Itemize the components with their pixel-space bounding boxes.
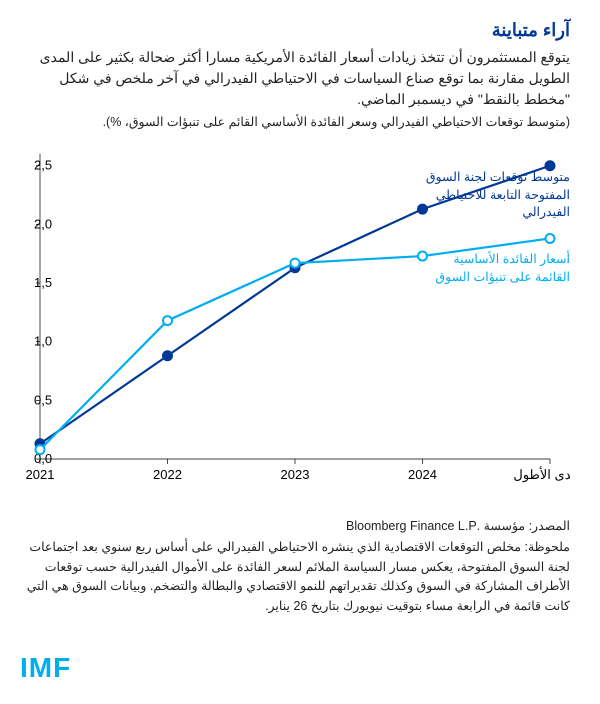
series-marker-market_implied	[291, 259, 300, 268]
series-marker-market_implied	[163, 316, 172, 325]
footer-note: ملحوظة: مخلص التوقعات الاقتصادية الذي ين…	[10, 538, 570, 616]
imf-logo: IMF	[20, 652, 71, 684]
chart-note: (متوسط توقعات الاحتياطي الفيدرالي وسعر ا…	[10, 114, 570, 129]
chart-area: 0,00,51,01,52,02,52021202220232024المدى …	[10, 139, 570, 499]
y-tick-label: 2,5	[34, 158, 52, 173]
series-marker-market_implied	[546, 234, 555, 243]
series-marker-market_implied	[36, 445, 45, 454]
series-marker-fomc_median	[163, 351, 172, 360]
y-tick-label: 1,5	[34, 275, 52, 290]
x-tick-label: 2023	[281, 467, 310, 482]
chart-title: آراء متباينة	[10, 20, 570, 41]
y-tick-label: 0,5	[34, 392, 52, 407]
x-tick-label: 2022	[153, 467, 182, 482]
x-tick-label: 2021	[26, 467, 55, 482]
x-tick-label: 2024	[408, 467, 437, 482]
chart-footer: المصدر: مؤسسة .Bloomberg Finance L.P ملح…	[10, 517, 570, 616]
x-tick-label: المدى الأطول	[513, 466, 570, 483]
chart-subtitle: يتوقع المستثمرون أن تتخذ زيادات أسعار ال…	[10, 47, 570, 110]
series-label-market_implied: أسعار الفائدة الأساسية القائمة على تنبؤا…	[420, 251, 570, 286]
y-tick-label: 2,0	[34, 216, 52, 231]
series-label-fomc_median: متوسط توقعات لجنة السوق المفتوحة التابعة…	[420, 169, 570, 222]
source-line: المصدر: مؤسسة .Bloomberg Finance L.P	[10, 517, 570, 536]
y-tick-label: 1,0	[34, 334, 52, 349]
